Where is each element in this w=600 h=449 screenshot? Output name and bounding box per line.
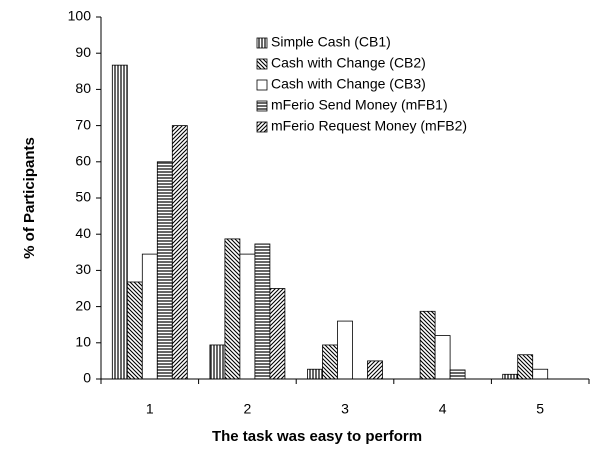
y-axis-title: % of Participants	[21, 137, 38, 259]
bar	[517, 354, 534, 380]
y-tick-label: 60	[75, 153, 91, 169]
legend-label: Cash with Change (CB3)	[271, 76, 426, 92]
legend-swatch	[256, 58, 268, 70]
bar	[111, 64, 128, 380]
legend-swatch	[256, 79, 268, 91]
legend-swatch	[256, 100, 268, 112]
bar	[224, 238, 241, 380]
bar	[156, 161, 173, 380]
x-axis-title: The task was easy to perform	[212, 428, 422, 445]
y-tick-label: 100	[68, 8, 92, 24]
legend-label: mFerio Send Money (mFB1)	[271, 97, 448, 113]
y-tick-label: 80	[75, 80, 91, 96]
bar	[449, 369, 466, 380]
x-tick-label: 1	[146, 401, 154, 417]
bar	[307, 368, 323, 380]
y-tick-label: 10	[75, 334, 91, 350]
bar	[126, 281, 143, 380]
bar	[434, 335, 451, 380]
bar	[171, 125, 188, 380]
legend-label: mFerio Request Money (mFB2)	[271, 118, 467, 134]
x-tick-label: 5	[536, 401, 544, 417]
bar	[502, 373, 519, 380]
y-tick-label: 70	[75, 116, 91, 132]
x-tick-label: 3	[341, 401, 349, 417]
bar	[337, 320, 353, 380]
y-tick-label: 30	[75, 261, 91, 277]
x-tick-label: 4	[439, 401, 447, 417]
y-tick-label: 40	[75, 225, 91, 241]
bar	[254, 243, 271, 380]
y-tick-label: 0	[83, 370, 91, 386]
bar	[419, 310, 436, 380]
y-tick-label: 90	[75, 44, 91, 60]
legend-label: Cash with Change (CB2)	[271, 55, 426, 71]
y-tick-label: 20	[75, 297, 91, 313]
bar	[367, 360, 383, 380]
bar	[239, 253, 256, 380]
bar	[269, 288, 286, 380]
bar	[322, 344, 338, 380]
legend-swatch	[256, 121, 268, 133]
bar	[141, 253, 158, 380]
legend-swatch	[256, 37, 268, 49]
y-tick-label: 50	[75, 189, 91, 205]
bar	[209, 344, 226, 380]
x-tick-label: 2	[244, 401, 252, 417]
bar	[532, 368, 549, 380]
legend-label: Simple Cash (CB1)	[271, 34, 391, 50]
